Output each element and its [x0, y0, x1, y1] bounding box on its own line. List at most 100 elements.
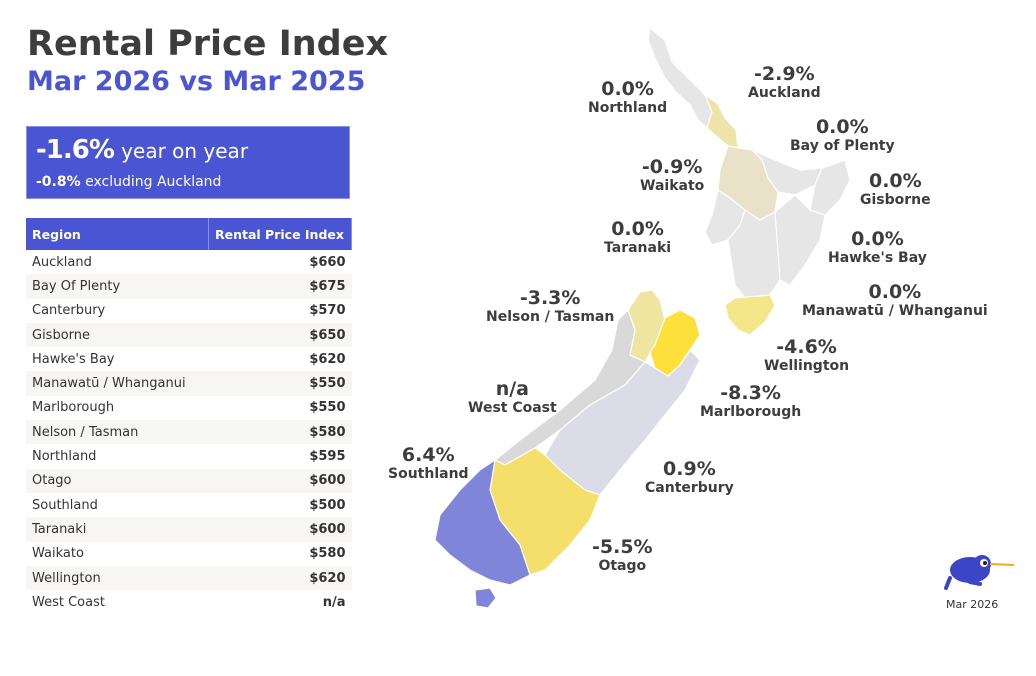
region-cell: Southland: [32, 497, 98, 513]
region-cell: Nelson / Tasman: [26, 420, 209, 445]
region-cell: Auckland: [32, 254, 92, 270]
map-label-name: Marlborough: [700, 404, 802, 420]
index-cell: $620: [309, 351, 346, 367]
map-label-name: Wellington: [764, 358, 850, 374]
kpi-card: -1.6% year on year -0.8% excluding Auckl…: [26, 126, 350, 199]
region-auckland[interactable]: [703, 93, 739, 149]
table-row[interactable]: Bay Of Plenty $675: [26, 274, 352, 299]
table-row[interactable]: Wellington $620: [26, 565, 352, 591]
region-cell: Otago: [26, 468, 209, 493]
region-cell: Waikato: [32, 546, 84, 562]
index-cell: $600: [208, 517, 352, 542]
map-label-pct: -5.5%: [592, 536, 653, 558]
table-row[interactable]: Nelson / Tasman $580: [26, 420, 352, 445]
map-label-name: Canterbury: [645, 480, 734, 496]
index-cell: $500: [309, 497, 346, 513]
region-hawkes-bay[interactable]: [774, 194, 826, 286]
region-canterbury[interactable]: [544, 349, 701, 496]
index-cell: $580: [208, 420, 352, 445]
map-label: -3.3% Nelson / Tasman: [486, 287, 614, 325]
page-title: Rental Price Index: [27, 24, 389, 64]
table-row[interactable]: Taranaki $600: [26, 517, 352, 542]
map-label-pct: 0.0%: [868, 281, 922, 303]
kiwi-logo: [944, 555, 1015, 590]
table-row[interactable]: Northland $595: [26, 444, 352, 468]
region-stewart-island[interactable]: [474, 587, 497, 609]
region-gisborne[interactable]: [809, 159, 851, 216]
map-label: -4.6% Wellington: [764, 336, 849, 374]
map-label-name: Southland: [388, 466, 469, 482]
footer-date: Mar 2026: [946, 598, 999, 611]
index-cell: $580: [309, 546, 346, 562]
region-cell: Marlborough: [32, 400, 115, 416]
kpi-sub-label: excluding Auckland: [85, 174, 222, 190]
kpi-sub-value: -0.8%: [36, 174, 81, 190]
map-label-pct: -2.9%: [754, 63, 815, 85]
table-row[interactable]: Otago $600: [26, 468, 352, 493]
table-row[interactable]: Waikato $580: [26, 542, 352, 566]
index-cell: $675: [208, 274, 352, 299]
kpi-value-label: year on year: [121, 139, 249, 163]
index-cell: $620: [208, 565, 352, 591]
index-cell: $550: [208, 371, 352, 396]
region-cell: Taranaki: [26, 517, 209, 542]
kpi-value: -1.6%: [36, 135, 115, 165]
map-label-pct: -4.6%: [776, 336, 837, 358]
index-cell: $600: [208, 468, 352, 493]
region-cell: Wellington: [26, 565, 209, 591]
index-cell: $570: [309, 303, 346, 319]
table-row[interactable]: Canterbury $570: [26, 299, 352, 323]
map-label-name: West Coast: [468, 400, 557, 416]
map-label-pct: -3.3%: [519, 287, 581, 309]
map-label: -5.5% Otago: [592, 536, 653, 574]
map-label-name: Taranaki: [604, 240, 672, 256]
map-label: 0.0% Hawke's Bay: [828, 228, 927, 266]
map-label: -0.9% Waikato: [640, 156, 704, 194]
table-row[interactable]: Southland $500: [26, 493, 352, 517]
region-cell: Canterbury: [32, 303, 106, 319]
table-row[interactable]: Manawatū / Whanganui $550: [26, 371, 352, 396]
table-row[interactable]: Marlborough $550: [26, 396, 352, 420]
region-cell: Bay Of Plenty: [26, 274, 209, 299]
region-cell: Gisborne: [26, 322, 209, 348]
map-label-name: Nelson / Tasman: [486, 309, 615, 325]
index-cell: $595: [309, 449, 346, 465]
page-subtitle: Mar 2026 vs Mar 2025: [27, 66, 366, 97]
table-row[interactable]: Gisborne $650: [26, 322, 352, 348]
index-cell: n/a: [322, 594, 346, 610]
region-wellington[interactable]: [724, 294, 776, 336]
map-label-name: Bay of Plenty: [790, 138, 895, 154]
map-label: 0.0% Taranaki: [604, 218, 671, 256]
col-region[interactable]: Region: [26, 218, 209, 250]
map-label: 0.0% Gisborne: [860, 170, 931, 208]
region-southland[interactable]: [434, 458, 531, 586]
map-label-pct: -8.3%: [720, 382, 781, 404]
map-label-pct: 6.4%: [401, 444, 455, 466]
map-label-pct: -0.9%: [641, 156, 703, 178]
table-row[interactable]: Hawke's Bay $620: [26, 347, 352, 371]
region-northland[interactable]: [647, 26, 713, 130]
map-label-name: Manawatū / Whanganui: [802, 303, 988, 319]
map-label-pct: 0.0%: [815, 116, 869, 138]
map-label-name: Auckland: [748, 85, 821, 101]
table-row[interactable]: Auckland $660: [26, 250, 352, 274]
map-label-name: Hawke's Bay: [828, 250, 927, 266]
col-index[interactable]: Rental Price Index: [208, 218, 352, 250]
map-label-name: Northland: [588, 100, 668, 116]
map-label-name: Waikato: [640, 178, 705, 194]
table-row[interactable]: West Coast n/a: [26, 590, 352, 614]
map-label-pct: 0.9%: [663, 458, 716, 480]
map-label-pct: 0.0%: [601, 78, 654, 100]
region-cell: Hawke's Bay: [32, 351, 115, 367]
region-cell: West Coast: [32, 594, 105, 610]
rent-table: Region Rental Price Index Auckland $660 Bay…: [26, 218, 352, 614]
map-label: 0.0% Northland: [588, 78, 667, 116]
map-label: 0.0% Bay of Plenty: [790, 116, 895, 154]
region-cell: Manawatū / Whanganui: [26, 371, 209, 396]
region-bay-of-plenty[interactable]: [751, 149, 823, 196]
region-cell: Northland: [32, 449, 97, 465]
map-label-name: Gisborne: [860, 192, 931, 208]
map-label: -8.3% Marlborough: [700, 382, 801, 420]
index-cell: $660: [309, 254, 346, 270]
